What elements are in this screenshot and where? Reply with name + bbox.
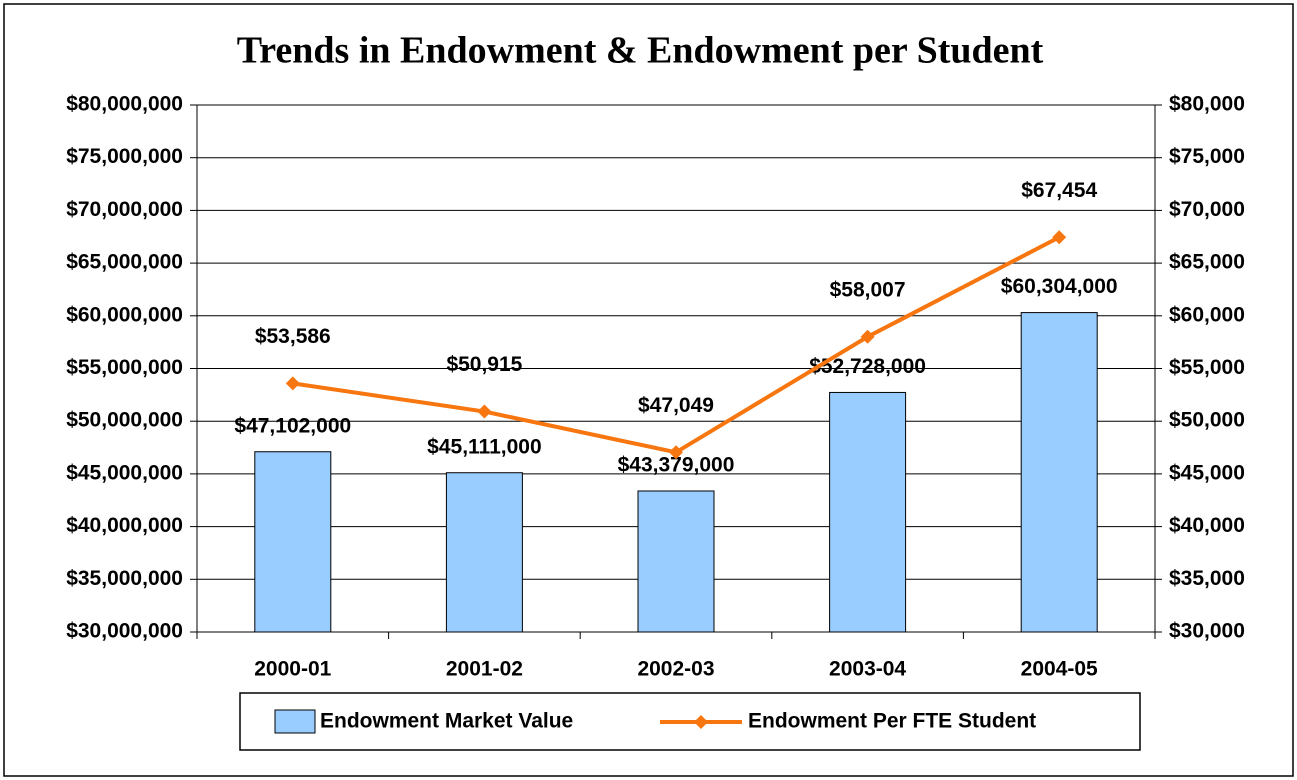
legend-label: Endowment Per FTE Student bbox=[748, 710, 1036, 733]
x-tick-label: 2001-02 bbox=[446, 658, 523, 681]
bar bbox=[829, 391, 907, 633]
data-label: $47,102,000 bbox=[234, 414, 351, 437]
data-label: $60,304,000 bbox=[1001, 275, 1118, 298]
x-tick-label: 2000-01 bbox=[254, 658, 331, 681]
data-label: $45,111,000 bbox=[427, 435, 541, 458]
y-tick-label: $50,000,000 bbox=[66, 409, 183, 432]
y2-tick-label: $65,000 bbox=[1169, 251, 1245, 274]
data-label: $53,586 bbox=[255, 325, 331, 348]
y2-tick-label: $50,000 bbox=[1169, 409, 1245, 432]
y-tick-label: $60,000,000 bbox=[66, 303, 183, 326]
data-label: $43,379,000 bbox=[618, 454, 735, 477]
line-marker bbox=[285, 376, 300, 391]
bar bbox=[1020, 312, 1098, 633]
bar bbox=[445, 472, 523, 633]
y-tick-label: $45,000,000 bbox=[66, 461, 183, 484]
y2-tick-label: $55,000 bbox=[1169, 356, 1245, 379]
legend-label: Endowment Market Value bbox=[320, 710, 573, 733]
line-marker bbox=[669, 445, 683, 460]
chart-title: Trends in Endowment & Endowment per Stud… bbox=[237, 30, 1044, 72]
y2-tick-label: $30,000 bbox=[1169, 620, 1245, 643]
legend-swatch bbox=[274, 709, 316, 734]
y-tick-label: $80,000,000 bbox=[66, 93, 183, 116]
data-label: $50,915 bbox=[446, 353, 522, 376]
x-tick-label: 2003-04 bbox=[829, 658, 906, 681]
y2-tick-label: $45,000 bbox=[1169, 461, 1245, 484]
bar bbox=[254, 451, 332, 633]
y-tick-label: $40,000,000 bbox=[66, 514, 183, 537]
y-tick-label: $35,000,000 bbox=[66, 567, 183, 590]
y2-tick-label: $70,000 bbox=[1169, 198, 1245, 221]
line-marker bbox=[477, 404, 492, 419]
y-tick-label: $75,000,000 bbox=[66, 145, 183, 168]
data-label: $67,454 bbox=[1021, 179, 1097, 202]
y2-tick-label: $75,000 bbox=[1169, 145, 1245, 168]
y-tick-label: $55,000,000 bbox=[66, 356, 183, 379]
y2-tick-label: $60,000 bbox=[1169, 303, 1245, 326]
data-label: $47,049 bbox=[638, 394, 714, 417]
y-tick-label: $70,000,000 bbox=[66, 198, 183, 221]
x-tick-label: 2004-05 bbox=[1021, 658, 1098, 681]
data-label: $58,007 bbox=[830, 278, 906, 301]
x-tick-label: 2002-03 bbox=[637, 658, 714, 681]
line-marker bbox=[860, 329, 875, 344]
y2-tick-label: $80,000 bbox=[1169, 93, 1245, 116]
y2-tick-label: $35,000 bbox=[1169, 567, 1245, 590]
y-tick-label: $30,000,000 bbox=[66, 620, 183, 643]
legend-marker bbox=[694, 715, 708, 729]
y-tick-label: $65,000,000 bbox=[66, 251, 183, 274]
bar bbox=[637, 490, 715, 633]
y2-tick-label: $40,000 bbox=[1169, 514, 1245, 537]
line-marker bbox=[1052, 230, 1067, 245]
data-label: $52,728,000 bbox=[809, 355, 926, 378]
